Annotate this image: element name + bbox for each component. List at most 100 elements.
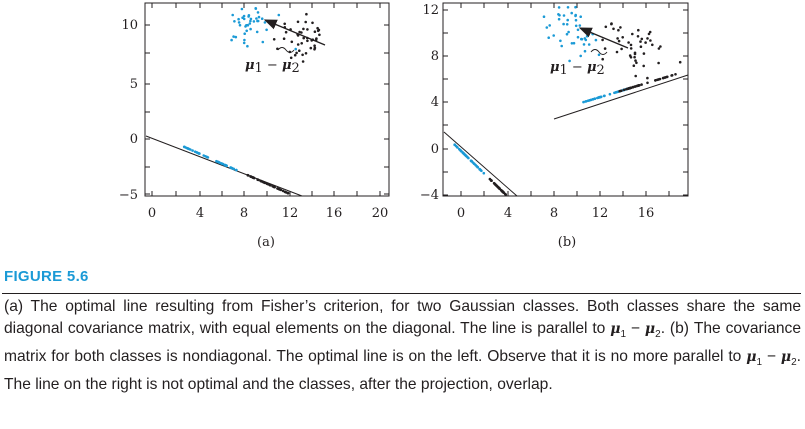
class1-point <box>597 53 601 57</box>
class2-point <box>646 37 649 40</box>
class1-point <box>542 15 546 18</box>
class2-point <box>621 36 624 39</box>
annotation-squiggle <box>590 49 608 55</box>
class2-point <box>642 52 646 55</box>
class2-point <box>313 46 317 50</box>
class2-point <box>629 56 633 59</box>
class2-point <box>304 20 308 24</box>
class1-point <box>230 38 233 42</box>
class1-point <box>255 30 259 34</box>
panel-a-axis-ticks <box>145 3 389 196</box>
class2-projection <box>663 76 667 79</box>
class2-point <box>289 56 293 60</box>
y-tick-label: 8 <box>431 49 439 64</box>
class2-projection <box>498 187 501 190</box>
class1-point <box>237 17 240 21</box>
class1-point <box>574 14 577 18</box>
class2-point <box>659 45 662 48</box>
class2-point <box>296 20 300 24</box>
class2-point <box>629 47 633 50</box>
mean-difference-label: μ1 − μ2 <box>245 58 300 76</box>
class1-point <box>260 17 264 21</box>
class1-point <box>548 24 551 27</box>
class2-point <box>293 53 297 57</box>
class1-point <box>580 37 583 41</box>
class1-point <box>243 38 246 42</box>
class1-point <box>257 15 261 19</box>
class2-point <box>306 28 309 31</box>
class2-point <box>603 47 607 50</box>
class1-point <box>252 20 256 23</box>
class2-point <box>309 46 313 50</box>
class2-point <box>302 36 306 40</box>
x-tick-label: 0 <box>457 206 465 221</box>
class2-projection <box>265 182 269 185</box>
class2-point <box>657 61 660 65</box>
class1-point <box>294 47 298 51</box>
class1-projection <box>476 166 480 169</box>
class2-point <box>619 26 622 29</box>
class1-point <box>576 28 580 32</box>
class1-point <box>559 39 562 43</box>
class1-point <box>557 6 561 9</box>
class2-point <box>284 30 288 34</box>
class1-point <box>232 35 235 38</box>
class2-point <box>298 49 301 52</box>
class2-point <box>318 33 321 37</box>
class2-projection <box>276 187 279 190</box>
class2-point <box>604 25 608 29</box>
class1-point <box>244 25 247 28</box>
class1-point <box>256 11 260 14</box>
class2-point <box>632 64 636 67</box>
y-tick-label: 12 <box>422 3 439 18</box>
class2-projection <box>504 193 508 196</box>
class2-point <box>615 50 619 54</box>
x-tick-label: 8 <box>240 206 248 221</box>
class2-point <box>633 51 637 55</box>
class1-projection <box>234 168 238 172</box>
class2-projection <box>256 178 260 181</box>
class2-point <box>612 27 615 31</box>
class1-projection <box>195 151 199 154</box>
class1-point <box>552 34 555 37</box>
class1-point <box>248 22 252 25</box>
class2-point <box>283 22 287 26</box>
class1-point <box>231 13 234 17</box>
class2-point <box>302 27 305 31</box>
class2-point <box>634 59 637 62</box>
class1-point <box>246 24 250 27</box>
class1-point <box>574 18 578 22</box>
class2-point <box>296 43 300 46</box>
class1-point <box>574 24 578 28</box>
y-tick-label: −4 <box>420 188 439 203</box>
class1-point <box>249 17 253 21</box>
class1-point <box>579 15 582 18</box>
class2-projection <box>251 176 254 179</box>
class1-point <box>557 13 560 16</box>
class2-projection <box>272 185 276 188</box>
class1-point <box>255 17 258 20</box>
y-tick-label: 10 <box>121 18 138 33</box>
class2-projection <box>495 184 499 188</box>
panel-a-frame <box>144 2 390 197</box>
class2-point <box>610 22 613 26</box>
panel-label: (a) <box>257 235 275 250</box>
class1-point <box>568 59 571 63</box>
class1-point <box>585 34 589 38</box>
class1-point <box>265 28 268 32</box>
class1-point <box>263 21 267 24</box>
class2-projection <box>670 74 673 77</box>
class2-projection <box>674 73 677 76</box>
class2-point <box>635 61 638 65</box>
x-tick-label: 12 <box>282 206 299 221</box>
class1-projection <box>453 143 457 146</box>
x-tick-label: 4 <box>504 206 512 221</box>
panel-b-data-marks <box>453 5 682 196</box>
class1-projection <box>217 160 220 164</box>
class1-point <box>572 41 576 45</box>
class2-point <box>647 32 651 36</box>
class2-point <box>295 51 298 55</box>
class1-projection <box>202 154 205 157</box>
class2-point <box>629 43 633 47</box>
x-tick-label: 16 <box>326 206 343 221</box>
